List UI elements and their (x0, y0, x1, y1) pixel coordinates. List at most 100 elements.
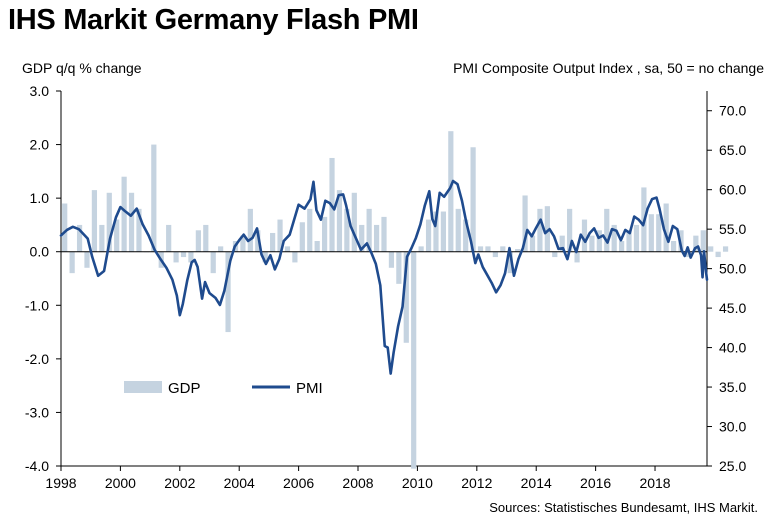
gdp-bar (84, 251, 90, 268)
left-tick-label: -4.0 (25, 458, 49, 474)
gdp-bar (136, 208, 142, 252)
gdp-bar (708, 246, 714, 252)
gdp-bar (218, 246, 224, 252)
gdp-bar (656, 214, 662, 252)
gdp-bar (663, 203, 669, 252)
gdp-bar (648, 214, 654, 252)
x-tick-label: 2008 (342, 475, 373, 491)
gdp-bar (440, 211, 446, 252)
x-tick-label: 2018 (639, 475, 670, 491)
gdp-bar (255, 230, 261, 252)
gdp-bar (396, 251, 402, 284)
gdp-bar (559, 235, 565, 252)
gdp-bar (500, 246, 506, 252)
x-tick-label: 2012 (461, 475, 492, 491)
left-tick-label: -1.0 (25, 297, 49, 313)
gdp-bar (314, 241, 320, 252)
left-tick-label: 3.0 (30, 83, 50, 99)
gdp-bar (544, 206, 550, 252)
x-tick-label: 2014 (521, 475, 552, 491)
gdp-bar (700, 230, 706, 252)
gdp-bar (344, 208, 350, 252)
gdp-bar (626, 230, 632, 252)
gdp-bar (151, 144, 157, 252)
gdp-bar (114, 219, 120, 252)
right-tick-label: 50.0 (719, 261, 746, 277)
left-tick-label: 1.0 (30, 190, 50, 206)
gdp-bar (522, 195, 528, 252)
x-tick-label: 2004 (224, 475, 255, 491)
gdp-bar (403, 251, 409, 343)
x-tick-label: 2006 (283, 475, 314, 491)
gdp-bar (106, 192, 112, 252)
gdp-bar (537, 208, 543, 252)
gdp-bar (515, 249, 521, 252)
gdp-bar (448, 131, 454, 252)
left-tick-label: 0.0 (30, 244, 50, 260)
gdp-bar (463, 219, 469, 252)
gdp-bar (507, 251, 513, 274)
gdp-bar (262, 251, 268, 263)
gdp-bar (722, 246, 729, 252)
gdp-bar (715, 251, 721, 258)
gdp-bar (418, 246, 424, 252)
gdp-bar (604, 208, 610, 252)
gdp-bar (455, 208, 461, 252)
right-tick-label: 25.0 (719, 458, 746, 474)
gdp-bar (284, 246, 291, 252)
gdp-bar (470, 147, 476, 252)
gdp-bar (693, 235, 699, 252)
gdp-bar (411, 251, 417, 469)
gdp-bar (270, 232, 276, 252)
gdp-bar (210, 251, 216, 274)
gdp-bar (619, 241, 625, 252)
gdp-bar (633, 224, 640, 252)
gdp-bar (121, 176, 127, 252)
gdp-bar (596, 230, 602, 252)
gdp-bar (195, 230, 201, 252)
right-axis-label: PMI Composite Output Index , sa, 50 = no… (453, 60, 764, 76)
gdp-bar (277, 219, 283, 252)
gdp-bar (425, 219, 432, 252)
pmi-line (59, 179, 709, 375)
gdp-bar (611, 224, 617, 252)
x-tick-label: 2010 (402, 475, 433, 491)
gdp-bar (62, 203, 68, 252)
gdp-bar (574, 251, 580, 263)
right-tick-label: 70.0 (719, 103, 746, 119)
gdp-bar (359, 224, 365, 252)
gdp-bar (529, 235, 536, 252)
gdp-bar (203, 224, 209, 252)
right-tick-label: 60.0 (719, 182, 746, 198)
right-tick-label: 30.0 (719, 419, 746, 435)
gdp-bar (173, 251, 179, 263)
left-tick-label: -3.0 (25, 404, 49, 420)
gdp-bar (477, 246, 484, 252)
gdp-bar (307, 208, 313, 252)
right-tick-label: 45.0 (719, 300, 746, 316)
gdp-bar (366, 208, 372, 252)
right-tick-label: 40.0 (719, 340, 746, 356)
gdp-bar (299, 222, 305, 252)
right-tick-label: 65.0 (719, 142, 746, 158)
x-tick-label: 2016 (580, 475, 611, 491)
left-tick-label: 2.0 (30, 137, 50, 153)
gdp-bar (388, 251, 395, 268)
left-tick-label: -2.0 (25, 351, 49, 367)
gdp-bar (240, 235, 246, 252)
left-axis-label: GDP q/q % change (22, 60, 142, 76)
chart-title: IHS Markit Germany Flash PMI (8, 4, 419, 36)
gdp-bar (670, 241, 677, 252)
gdp-bar (373, 224, 380, 252)
right-tick-label: 35.0 (719, 379, 746, 395)
x-tick-label: 2002 (164, 475, 195, 491)
gdp-bar (76, 224, 83, 252)
gdp-bar (351, 192, 357, 252)
gdp-bar (589, 235, 595, 252)
right-tick-label: 55.0 (719, 221, 746, 237)
gdp-bar (225, 251, 231, 333)
gdp-bar (567, 208, 573, 252)
x-tick-label: 1998 (45, 475, 76, 491)
gdp-bar (433, 211, 439, 252)
